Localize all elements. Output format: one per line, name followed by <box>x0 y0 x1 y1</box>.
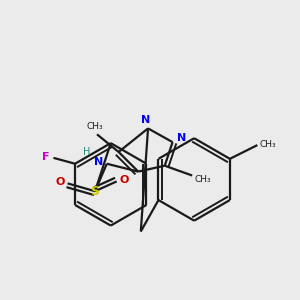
Text: CH₃: CH₃ <box>87 122 103 131</box>
Text: O: O <box>55 177 64 188</box>
Text: F: F <box>42 152 49 162</box>
Text: H: H <box>83 147 91 157</box>
Text: N: N <box>177 133 186 143</box>
Text: CH₃: CH₃ <box>194 175 211 184</box>
Text: O: O <box>120 176 129 185</box>
Text: CH₃: CH₃ <box>259 140 276 148</box>
Text: S: S <box>91 185 100 198</box>
Text: N: N <box>141 115 151 124</box>
Text: N: N <box>94 157 104 167</box>
